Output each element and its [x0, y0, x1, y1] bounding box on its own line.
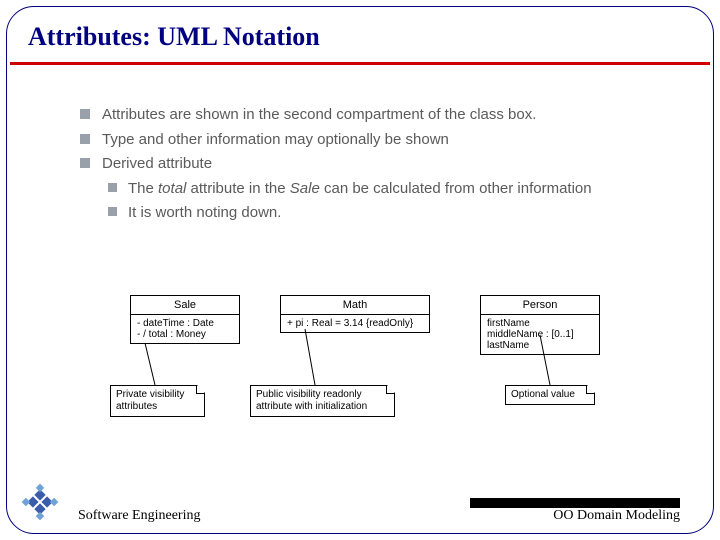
text-fragment: The	[128, 180, 158, 197]
uml-attr: - / total : Money	[137, 329, 233, 340]
bullet-text: Derived attribute	[102, 154, 212, 174]
bullet-square-icon	[108, 207, 117, 216]
note-text: Optional value	[511, 389, 575, 400]
text-fragment: can be calculated from other information	[320, 180, 592, 197]
uml-attributes: - dateTime : Date - / total : Money	[131, 315, 239, 343]
footer-right-text: OO Domain Modeling	[553, 508, 680, 524]
slide-frame	[6, 6, 714, 534]
bullet-subitem: It is worth noting down.	[108, 203, 660, 223]
uml-attr: lastName	[487, 340, 593, 351]
bullet-square-icon	[80, 134, 90, 144]
text-fragment: attribute in the	[186, 180, 289, 197]
bullet-item: Derived attribute	[80, 154, 660, 174]
bullet-item: Attributes are shown in the second compa…	[80, 105, 660, 125]
bullet-text: Type and other information may optionall…	[102, 130, 449, 150]
logo-icon	[18, 480, 62, 524]
bullet-text: The total attribute in the Sale can be c…	[128, 179, 592, 199]
footer: Software Engineering OO Domain Modeling	[0, 498, 720, 526]
uml-note: Private visibility attributes	[110, 385, 205, 417]
uml-class-sale: Sale - dateTime : Date - / total : Money	[130, 295, 240, 344]
bullet-square-icon	[80, 158, 90, 168]
footer-decor-bar	[470, 498, 680, 508]
text-italic: total	[158, 180, 186, 197]
footer-left-text: Software Engineering	[78, 508, 200, 524]
uml-attributes: + pi : Real = 3.14 {readOnly}	[281, 315, 429, 332]
uml-diagram: Sale - dateTime : Date - / total : Money…	[110, 295, 630, 445]
bullet-text: It is worth noting down.	[128, 203, 281, 223]
content-area: Attributes are shown in the second compa…	[80, 105, 660, 228]
bullet-square-icon	[80, 109, 90, 119]
text-italic: Sale	[290, 180, 320, 197]
bullet-text: Attributes are shown in the second compa…	[102, 105, 536, 125]
uml-attributes: firstName middleName : [0..1] lastName	[481, 315, 599, 354]
uml-attr: firstName	[487, 318, 593, 329]
uml-class-person: Person firstName middleName : [0..1] las…	[480, 295, 600, 355]
uml-note: Public visibility readonly attribute wit…	[250, 385, 395, 417]
note-text: Public visibility readonly attribute wit…	[256, 389, 367, 412]
slide-title: Attributes: UML Notation	[28, 22, 320, 52]
uml-note: Optional value	[505, 385, 595, 405]
uml-attr: middleName : [0..1]	[487, 329, 593, 340]
bullet-square-icon	[108, 183, 117, 192]
note-text: Private visibility attributes	[116, 389, 184, 412]
uml-class-name: Sale	[131, 296, 239, 315]
uml-class-name: Person	[481, 296, 599, 315]
bullet-subitem: The total attribute in the Sale can be c…	[108, 179, 660, 199]
uml-class-name: Math	[281, 296, 429, 315]
uml-attr: + pi : Real = 3.14 {readOnly}	[287, 318, 423, 329]
uml-attr: - dateTime : Date	[137, 318, 233, 329]
title-underline	[10, 62, 710, 65]
bullet-item: Type and other information may optionall…	[80, 130, 660, 150]
uml-class-math: Math + pi : Real = 3.14 {readOnly}	[280, 295, 430, 333]
